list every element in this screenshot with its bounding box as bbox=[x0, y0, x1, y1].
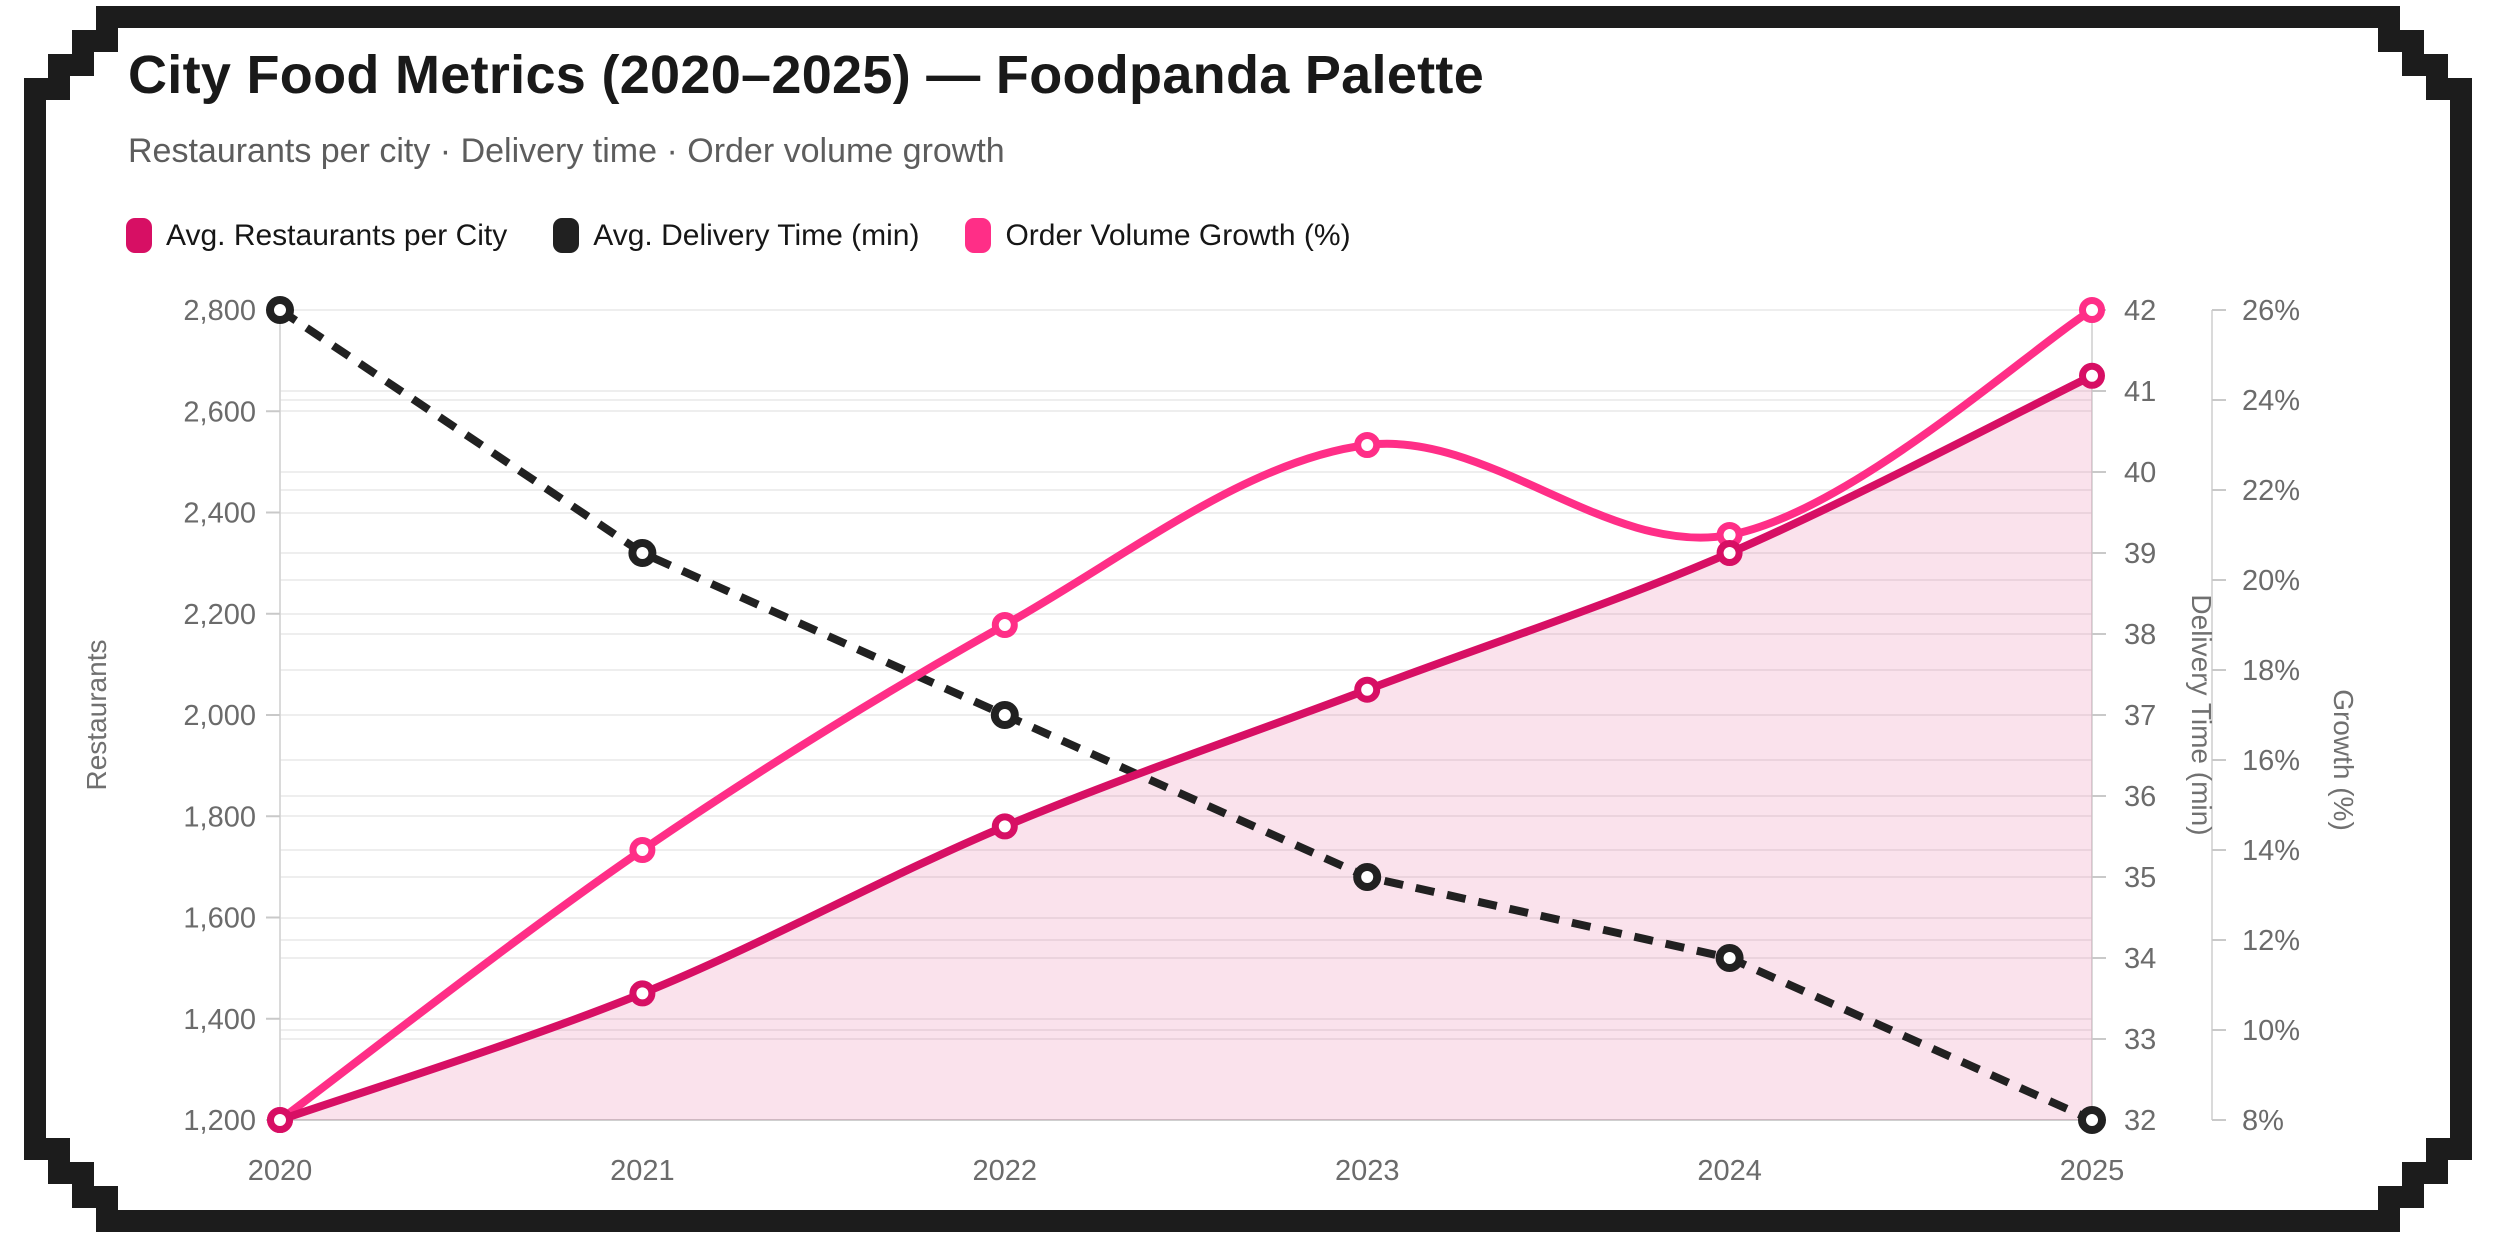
delivery-axis-tick-label: 32 bbox=[2124, 1105, 2156, 1137]
legend-item-growth[interactable]: Order Volume Growth (%) bbox=[965, 218, 1351, 253]
growth-axis-tick-label: 22% bbox=[2242, 475, 2300, 507]
growth-data-point-2023[interactable] bbox=[1354, 432, 1381, 458]
delivery-axis-tick-label: 35 bbox=[2124, 862, 2156, 894]
growth-axis-tick-label: 14% bbox=[2242, 835, 2300, 867]
y-axis-title: Restaurants bbox=[81, 640, 112, 791]
delivery-axis-tick-label: 41 bbox=[2124, 376, 2156, 408]
y-axis-tick-label: 2,800 bbox=[183, 295, 256, 327]
y-axis-tick-label: 1,800 bbox=[183, 801, 256, 833]
restaurants-data-point-2021[interactable] bbox=[629, 980, 656, 1007]
delivery-data-point-2021[interactable] bbox=[628, 539, 657, 567]
restaurants-data-point-2025[interactable] bbox=[2079, 362, 2105, 389]
delivery-data-point-2024[interactable] bbox=[1715, 944, 1744, 972]
legend-swatch bbox=[553, 218, 580, 253]
legend-item-delivery[interactable]: Avg. Delivery Time (min) bbox=[553, 218, 919, 253]
delivery-axis-tick-label: 36 bbox=[2124, 781, 2156, 813]
growth-axis-tick-label: 8% bbox=[2242, 1105, 2284, 1137]
delivery-axis-title: Delivery Time (min) bbox=[2186, 594, 2217, 835]
delivery-axis-tick-label: 37 bbox=[2124, 700, 2156, 732]
growth-axis-tick-label: 10% bbox=[2242, 1015, 2300, 1047]
growth-axis-tick-label: 26% bbox=[2242, 295, 2300, 327]
y-axis-tick-label: 2,000 bbox=[183, 700, 256, 732]
growth-axis-tick-label: 12% bbox=[2242, 925, 2300, 957]
growth-axis-tick-label: 16% bbox=[2242, 745, 2300, 777]
growth-series-line bbox=[277, 306, 2095, 1124]
page-subtitle: Restaurants per city · Delivery time · O… bbox=[128, 132, 1005, 170]
growth-axis-tick-label: 24% bbox=[2242, 385, 2300, 417]
legend-item-restaurants[interactable]: Avg. Restaurants per City bbox=[126, 218, 507, 253]
delivery-axis-tick-label: 38 bbox=[2124, 619, 2156, 651]
y-axis-tick-label: 2,600 bbox=[183, 396, 256, 428]
growth-axis-title: Growth (%) bbox=[2328, 689, 2359, 831]
legend-label: Avg. Restaurants per City bbox=[166, 218, 508, 252]
x-axis-tick-label: 2023 bbox=[1335, 1155, 1400, 1187]
x-axis-tick-label: 2022 bbox=[973, 1155, 1038, 1187]
delivery-axis-tick-label: 42 bbox=[2124, 295, 2156, 327]
delivery-data-point-2022[interactable] bbox=[990, 701, 1019, 729]
restaurants-series-area bbox=[280, 375, 2092, 1120]
growth-data-point-2025[interactable] bbox=[2079, 297, 2105, 323]
page-title: City Food Metrics (2020–2025) — Foodpand… bbox=[128, 45, 1485, 105]
restaurants-data-point-2024[interactable] bbox=[1716, 540, 1743, 566]
delivery-axis-tick-label: 40 bbox=[2124, 457, 2156, 489]
y-axis-tick-label: 1,200 bbox=[183, 1105, 256, 1137]
legend-swatch bbox=[126, 218, 152, 253]
y-axis-tick-label: 1,400 bbox=[183, 1004, 256, 1036]
y-axis-tick-label: 2,200 bbox=[183, 599, 256, 631]
restaurants-data-point-2020[interactable] bbox=[267, 1107, 293, 1133]
x-axis-tick-label: 2025 bbox=[2060, 1155, 2125, 1187]
growth-data-point-2022[interactable] bbox=[991, 612, 1018, 638]
delivery-axis-tick-label: 33 bbox=[2124, 1024, 2156, 1056]
growth-data-point-2021[interactable] bbox=[629, 837, 656, 863]
growth-axis-tick-label: 18% bbox=[2242, 655, 2300, 687]
restaurants-data-point-2022[interactable] bbox=[991, 813, 1018, 840]
legend: Avg. Restaurants per City Avg. Delivery T… bbox=[126, 218, 1351, 253]
delivery-series-line bbox=[277, 306, 2094, 1124]
chart-header: City Food Metrics (2020–2025) — Foodpand… bbox=[128, 44, 1484, 171]
x-axis-tick-label: 2024 bbox=[1697, 1155, 1762, 1187]
y-axis-tick-label: 2,400 bbox=[183, 498, 256, 530]
growth-axis-tick-label: 20% bbox=[2242, 565, 2300, 597]
legend-label: Order Volume Growth (%) bbox=[1005, 218, 1351, 252]
legend-label: Avg. Delivery Time (min) bbox=[593, 218, 920, 252]
y-axis-tick-label: 1,600 bbox=[183, 903, 256, 935]
x-axis-tick-label: 2020 bbox=[248, 1155, 313, 1187]
delivery-data-point-2025[interactable] bbox=[2078, 1106, 2106, 1134]
x-axis-tick-label: 2021 bbox=[610, 1155, 675, 1187]
delivery-axis-tick-label: 34 bbox=[2124, 943, 2156, 975]
restaurants-series-line bbox=[278, 372, 2094, 1124]
delivery-data-point-2023[interactable] bbox=[1353, 863, 1382, 891]
restaurants-data-point-2023[interactable] bbox=[1354, 676, 1381, 703]
delivery-data-point-2020[interactable] bbox=[266, 296, 294, 324]
delivery-axis-tick-label: 39 bbox=[2124, 538, 2156, 570]
legend-swatch bbox=[965, 218, 992, 253]
